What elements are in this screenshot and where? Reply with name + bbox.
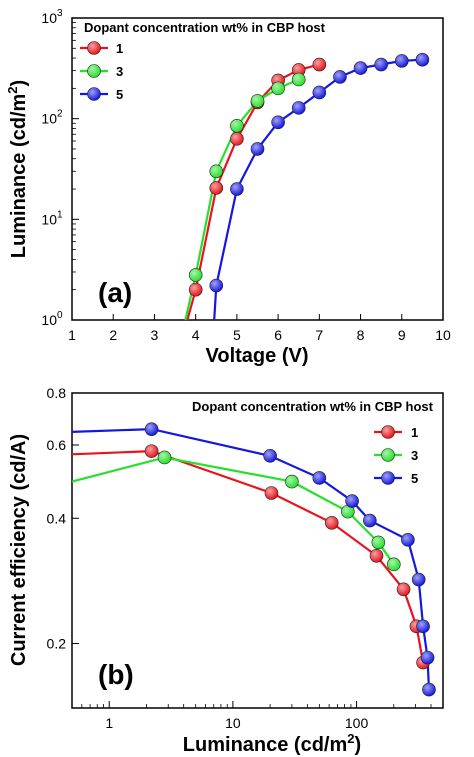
data-point-series-3: [271, 81, 285, 96]
data-point-series-5: [416, 619, 430, 634]
data-point-series-1: [312, 57, 327, 72]
x-tick-label: 10: [435, 327, 451, 343]
panel-b-x-axis-label: Luminance (cd/m2): [183, 731, 361, 756]
panel-a-x-ticks: 1 2 3 4 5 6 7 8 9 10: [68, 314, 451, 343]
data-point-series-5: [401, 533, 415, 547]
y-tick-label: 0.4: [47, 510, 67, 526]
data-point-series-3: [285, 474, 299, 489]
legend-label-3: 3: [116, 64, 123, 79]
x-tick-label: 3: [151, 327, 159, 343]
x-tick-label: 10: [225, 715, 241, 731]
panel-a-label: (a): [98, 277, 132, 308]
data-point-series-1: [264, 486, 279, 500]
data-point-series-3: [386, 557, 401, 572]
panel-b-label: (b): [98, 659, 134, 690]
data-point-series-5: [415, 52, 430, 67]
y-tick-label: 0.8: [47, 385, 67, 401]
data-point-series-1: [209, 181, 224, 195]
data-point-series-1: [324, 516, 339, 530]
data-point-series-3: [209, 164, 224, 179]
panel-a-y-ticks: 100 101 102 103: [41, 8, 79, 328]
legend-marker-3: [381, 448, 395, 462]
data-point-series-5: [144, 422, 159, 436]
legend-label-3: 3: [411, 448, 418, 463]
legend-marker-3: [87, 64, 101, 78]
data-point-series-5: [420, 650, 435, 665]
x-tick-label: 1: [105, 715, 113, 731]
panel-b-efficiency-vs-luminance: 1 10 100 0.2 0.4 0.6 0.8 Luminance (cd/m2) Cu…: [8, 385, 444, 756]
y-tick-label: 0.6: [47, 437, 67, 453]
x-tick-label: 6: [274, 327, 282, 343]
data-point-series-5: [411, 572, 426, 587]
panel-b-x-ticks: 1 10 100: [71, 701, 444, 731]
x-tick-label: 5: [233, 327, 241, 343]
y-tick-label: 101: [41, 209, 63, 227]
data-point-series-5: [250, 142, 265, 156]
panel-b-legend-title: Dopant concentration wt% in CBP host: [192, 399, 434, 414]
panel-b-y-axis-label: Current efficiency (cd/A): [8, 434, 30, 666]
x-tick-label: 7: [315, 327, 323, 343]
x-tick-label: 8: [357, 327, 365, 343]
x-tick-label: 2: [109, 327, 117, 343]
data-point-series-5: [422, 682, 436, 697]
panel-a-y-axis-label: Luminance (cd/m2): [5, 80, 30, 258]
panel-a-plot-frame: [71, 17, 444, 321]
data-point-series-1: [396, 582, 411, 597]
y-tick-label: 100: [41, 310, 63, 328]
data-point-series-5: [394, 54, 409, 68]
data-point-series-1: [369, 548, 384, 563]
series-line-3: [184, 78, 300, 321]
panel-a-legend-title: Dopant concentration wt% in CBP host: [84, 20, 326, 35]
panel-a-legend: 1 3 5: [80, 41, 123, 102]
data-point-series-3: [291, 72, 306, 87]
legend-label-5: 5: [116, 87, 123, 102]
data-point-series-5: [363, 513, 377, 528]
panel-b-plot-frame: [71, 392, 444, 709]
legend-marker-5: [87, 87, 101, 101]
data-point-series-3: [230, 118, 244, 133]
data-point-series-5: [312, 471, 327, 485]
panel-a-series: [184, 52, 430, 321]
y-tick-label: 102: [41, 109, 63, 127]
data-point-series-5: [312, 85, 327, 100]
x-tick-label: 100: [345, 715, 369, 731]
panel-b-legend: 1 3 5: [374, 425, 418, 486]
data-point-series-5: [271, 115, 285, 130]
data-point-series-3: [157, 450, 172, 465]
panel-a-luminance-vs-voltage: 1 2 3 4 5 6 7 8 9 10 100 101 102 103 Voltage (V) Lum…: [5, 8, 451, 367]
y-tick-label: 103: [41, 8, 63, 26]
y-tick-label: 0.2: [47, 636, 67, 652]
data-point-series-5: [345, 494, 359, 508]
x-tick-label: 9: [398, 327, 406, 343]
data-point-series-1: [188, 282, 203, 297]
legend-label-1: 1: [411, 425, 418, 440]
legend-label-1: 1: [116, 41, 123, 56]
x-tick-label: 1: [68, 327, 76, 343]
data-point-series-5: [291, 101, 306, 115]
data-point-series-3: [250, 94, 265, 108]
legend-label-5: 5: [411, 471, 418, 486]
panel-b-y-ticks: 0.2 0.4 0.6 0.8: [47, 385, 79, 652]
panel-a-x-axis-label: Voltage (V): [206, 345, 309, 367]
data-point-series-5: [209, 278, 224, 293]
legend-marker-5: [381, 471, 395, 485]
data-point-series-5: [230, 182, 244, 196]
legend-marker-1: [87, 41, 101, 55]
data-point-series-5: [263, 449, 277, 463]
data-point-series-5: [374, 57, 388, 72]
panel-b-series: [71, 422, 436, 697]
legend-marker-1: [381, 425, 395, 439]
data-point-series-1: [230, 132, 244, 146]
data-point-series-3: [188, 268, 203, 282]
data-point-series-1: [144, 444, 159, 458]
data-point-series-3: [371, 535, 386, 550]
data-point-series-5: [353, 61, 368, 75]
data-point-series-5: [333, 70, 347, 84]
x-tick-label: 4: [192, 327, 200, 343]
